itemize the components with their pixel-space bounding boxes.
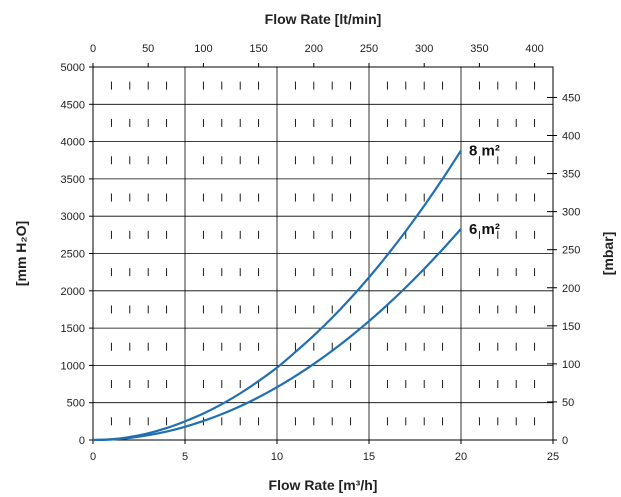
top-x-tick-label: 0 (90, 43, 96, 55)
x-tick-label: 15 (363, 451, 375, 463)
y-tick-label: 3000 (61, 211, 85, 223)
top-x-tick-label: 250 (360, 43, 378, 55)
y-tick-label: 4000 (61, 137, 85, 149)
y-tick-label: 5000 (61, 62, 85, 74)
top-axis-title: Flow Rate [lt/min] (265, 11, 382, 27)
right-axis-title: [mbar] (600, 232, 616, 276)
y-tick-label: 2500 (61, 249, 85, 261)
right-y-tick-label: 100 (562, 359, 580, 371)
tick-labels: 0 5 10 15 20 25050010001500200025003000350040… (61, 43, 581, 463)
y-tick-label: 1500 (61, 323, 85, 335)
top-x-tick-label: 150 (249, 43, 267, 55)
top-x-tick-label: 200 (305, 43, 323, 55)
y-tick-label: 500 (67, 398, 85, 410)
x-tick-label: 0 (90, 451, 96, 463)
series-line-1 (92, 228, 462, 442)
y-tick-label: 3500 (61, 174, 85, 186)
top-x-tick-label: 100 (194, 43, 212, 55)
x-tick-label: 25 (547, 451, 559, 463)
series-line-0 (92, 149, 462, 442)
x-tick-label: 20 (455, 451, 467, 463)
right-y-tick-label: 150 (562, 321, 580, 333)
y-tick-label: 0 (79, 435, 85, 447)
top-x-tick-label: 50 (142, 43, 154, 55)
top-x-tick-label: 350 (470, 43, 488, 55)
right-y-tick-label: 200 (562, 283, 580, 295)
series-label-6m2: 6 m² (469, 221, 500, 238)
grid (93, 67, 553, 440)
right-y-tick-label: 250 (562, 245, 580, 257)
right-y-tick-label: 50 (562, 397, 574, 409)
right-y-tick-label: 450 (562, 92, 580, 104)
x-tick-label: 5 (182, 451, 188, 463)
x-axis-title: Flow Rate [m³/h] (269, 477, 378, 493)
top-x-tick-label: 300 (415, 43, 433, 55)
y-tick-label: 1000 (61, 360, 85, 372)
right-y-tick-label: 350 (562, 169, 580, 181)
y-tick-label: 2000 (61, 286, 85, 298)
right-y-tick-label: 300 (562, 207, 580, 219)
series-label-8m2: 8 m² (469, 143, 500, 160)
x-tick-label: 10 (271, 451, 283, 463)
right-y-tick-label: 400 (562, 131, 580, 143)
y-axis-title: [mm H₂O] (13, 221, 29, 286)
y-tick-label: 4500 (61, 99, 85, 111)
axis-ticks (89, 63, 557, 444)
right-y-tick-label: 0 (562, 435, 568, 447)
series-lines (92, 149, 462, 442)
top-x-tick-label: 400 (525, 43, 543, 55)
